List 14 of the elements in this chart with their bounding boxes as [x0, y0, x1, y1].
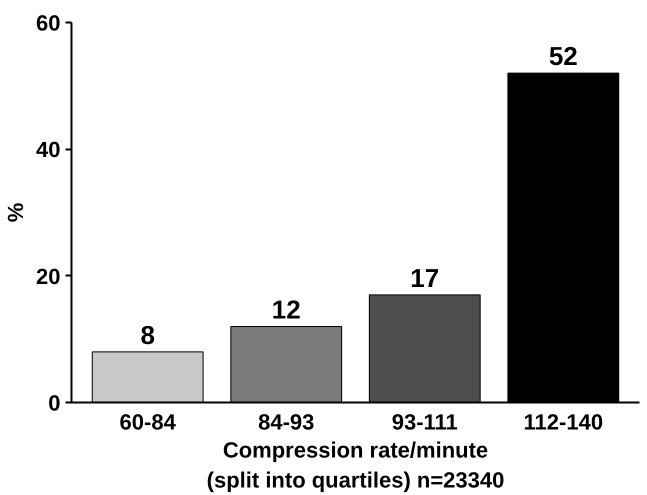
x-tick-label: 84-93 — [258, 410, 314, 434]
data-label: 17 — [410, 262, 440, 293]
y-tick-label: 40 — [36, 137, 61, 162]
x-tick-label: 60-84 — [120, 410, 177, 434]
data-label: 8 — [140, 320, 155, 350]
x-axis-title: Compression rate/minute (split into quartiles) n=23340 — [206, 438, 504, 492]
y-tick-label: 20 — [36, 264, 61, 289]
y-tick-label: 60 — [36, 10, 61, 36]
y-axis-title: % — [3, 202, 28, 222]
data-label: 52 — [548, 41, 578, 72]
x-tick-label: 93-111 — [392, 410, 458, 434]
y-tick-label: 0 — [48, 390, 61, 416]
x-tick-label: 112-140 — [524, 410, 604, 434]
data-label: 12 — [272, 294, 301, 324]
